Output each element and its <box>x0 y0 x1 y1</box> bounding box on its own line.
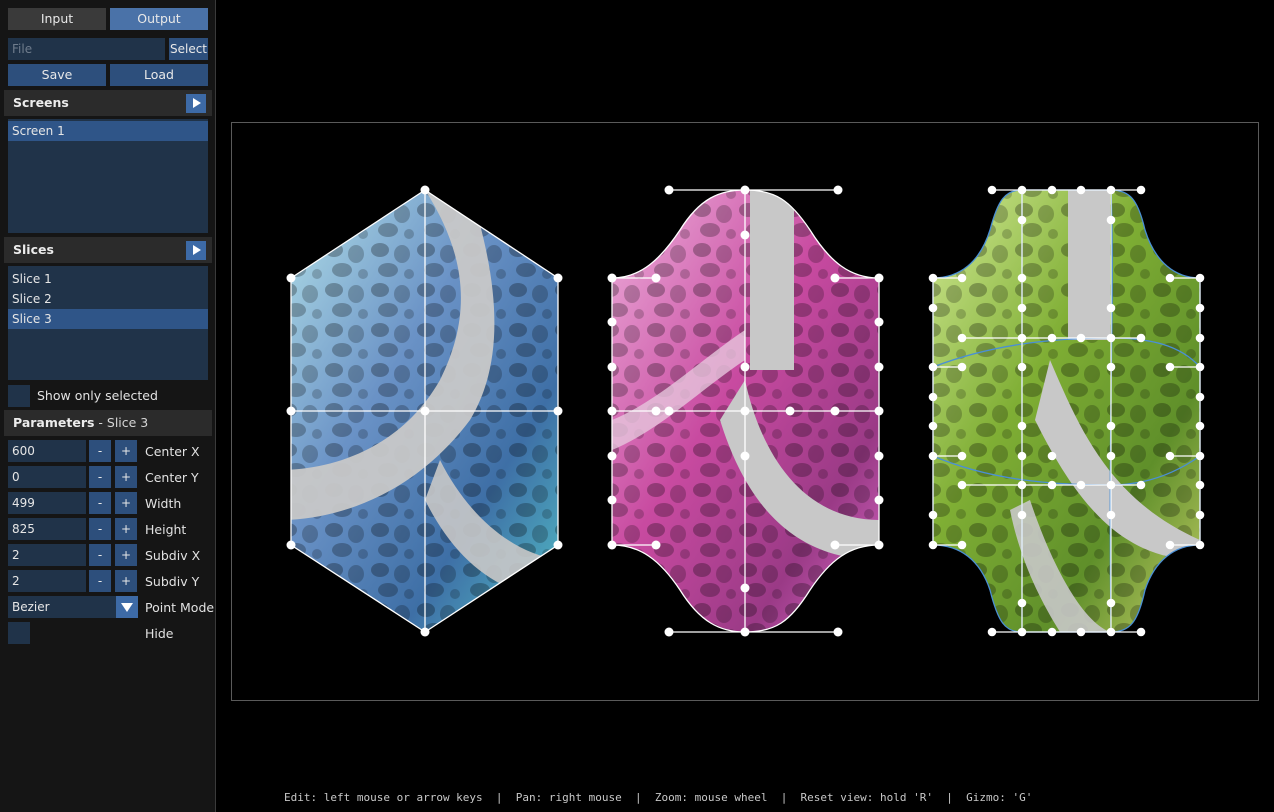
slice-2-mesh[interactable] <box>600 180 890 640</box>
status-bar-hints: Edit: left mouse or arrow keys | Pan: ri… <box>284 791 1032 804</box>
slice-3-mesh[interactable] <box>925 180 1215 640</box>
slice-1-mesh[interactable] <box>280 180 570 640</box>
